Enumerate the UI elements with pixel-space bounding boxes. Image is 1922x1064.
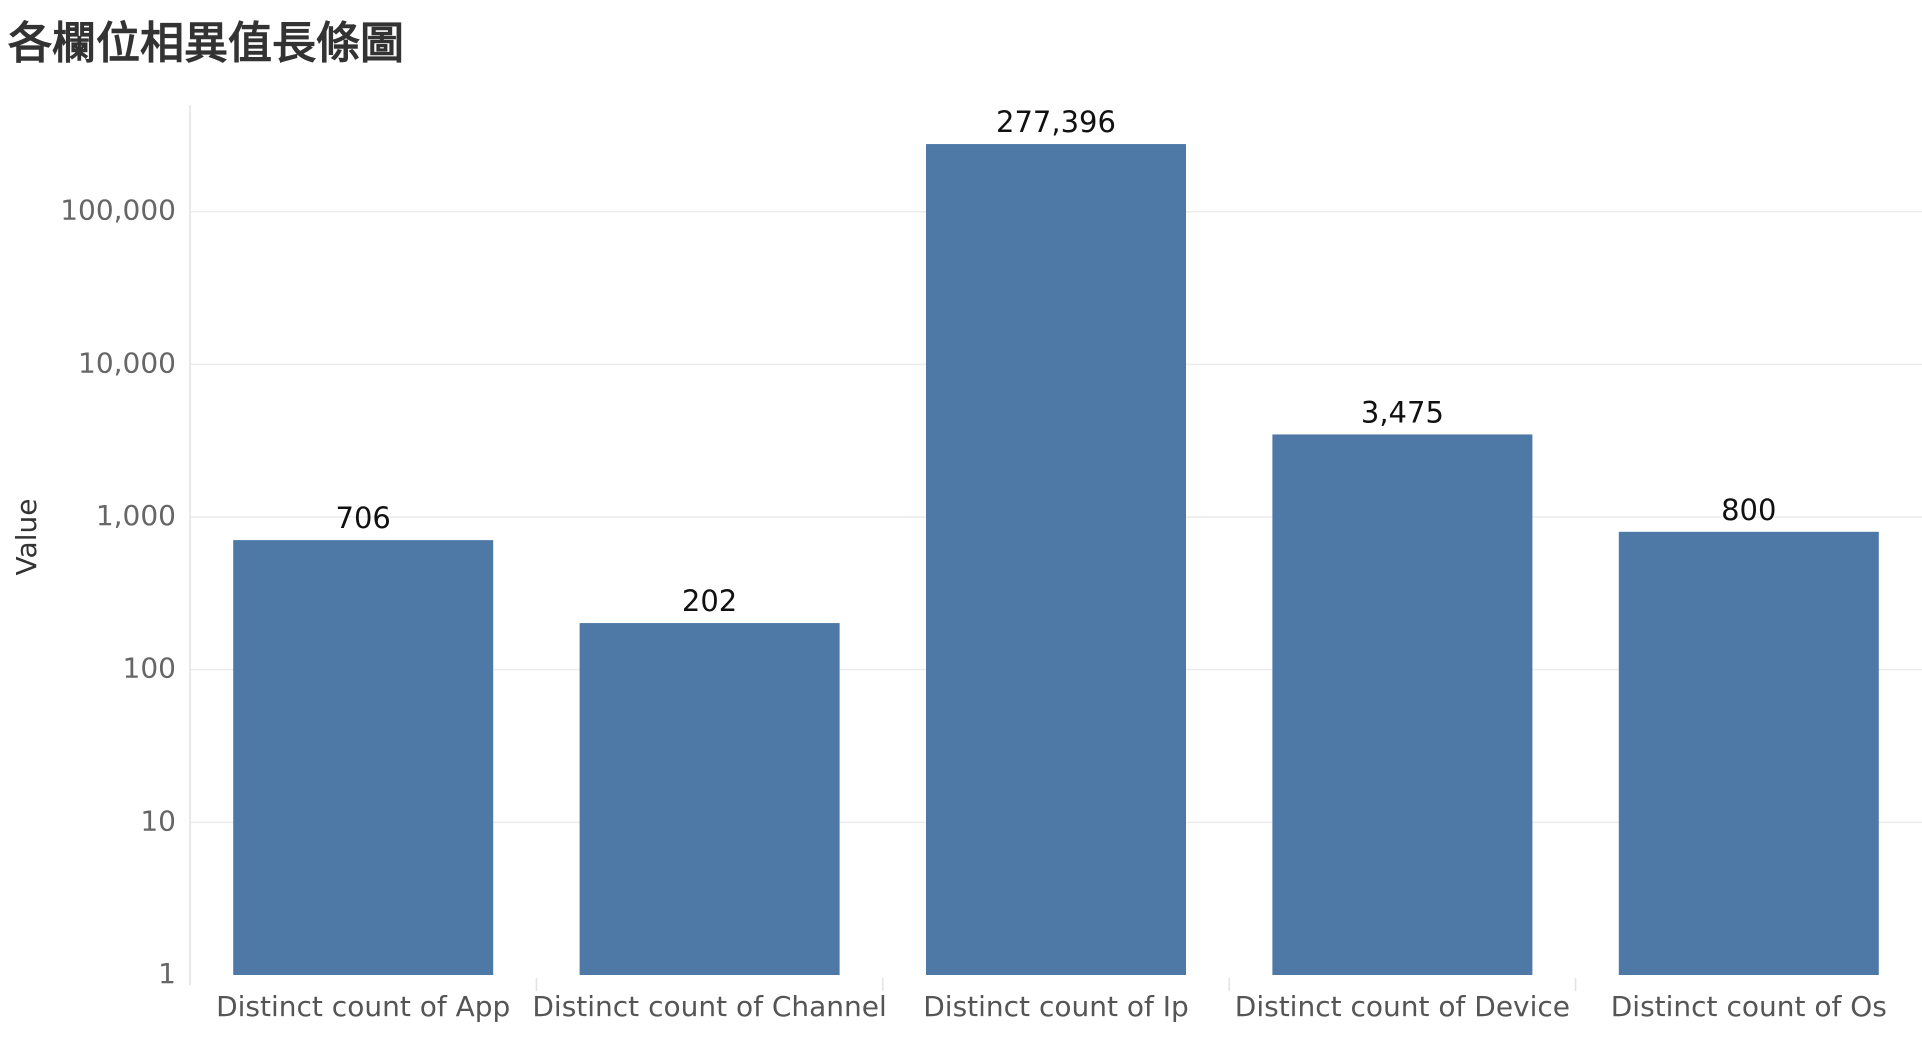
x-axis-ticks: Distinct count of App Distinct count of C… <box>216 978 1887 1023</box>
y-tick-label: 10,000 <box>78 346 176 379</box>
y-tick-label: 1,000 <box>96 499 176 532</box>
bar <box>926 144 1186 976</box>
bar <box>1618 531 1879 975</box>
data-label: 3,475 <box>1361 395 1444 429</box>
x-tick-label: Distinct count of Device <box>1235 990 1570 1023</box>
data-label: 202 <box>682 584 737 618</box>
x-tick-label: Distinct count of Os <box>1611 990 1887 1023</box>
data-label: 277,396 <box>996 105 1116 139</box>
x-tick-label: Distinct count of Channel <box>532 990 886 1023</box>
y-axis-ticks: 1 10 100 1,000 10,000 100,000 <box>60 194 176 990</box>
data-label: 706 <box>336 501 391 535</box>
y-axis-title: Value <box>10 499 43 576</box>
bars <box>233 144 1879 976</box>
bar <box>579 623 840 975</box>
x-tick-label: Distinct count of Ip <box>923 990 1189 1023</box>
y-tick-label: 100,000 <box>60 194 176 227</box>
y-tick-label: 100 <box>123 652 176 685</box>
bar <box>233 540 494 975</box>
chart-title: 各欄位相異值長條圖 <box>8 18 404 69</box>
y-tick-label: 1 <box>158 957 176 990</box>
bar <box>1272 434 1533 975</box>
x-tick-label: Distinct count of App <box>216 990 510 1023</box>
data-label: 800 <box>1721 493 1776 527</box>
y-tick-label: 10 <box>140 804 176 837</box>
data-labels: 706 202 277,396 3,475 800 <box>336 105 1777 618</box>
